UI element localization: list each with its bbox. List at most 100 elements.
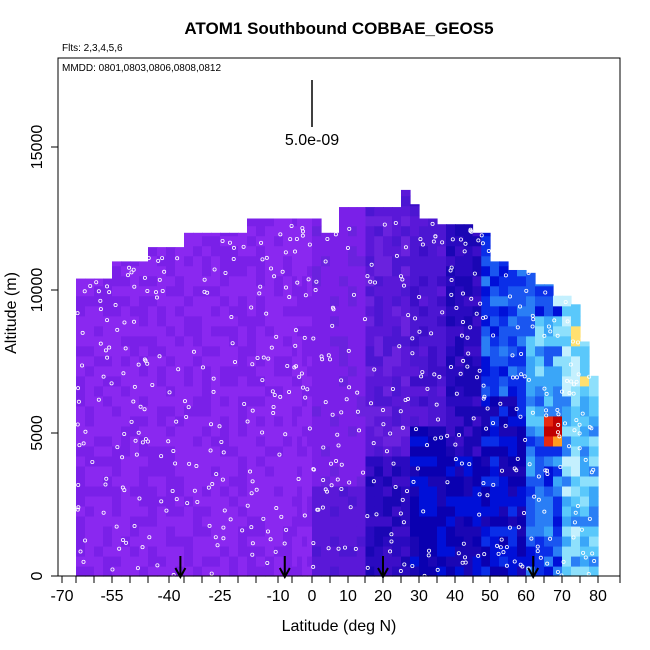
heatmap-cell [292, 285, 298, 297]
heatmap-cell [526, 315, 536, 327]
heatmap-cell [526, 515, 536, 527]
heatmap-cell [103, 395, 113, 407]
sample-point [107, 290, 112, 295]
heatmap-cell [283, 395, 293, 407]
sample-point [580, 336, 585, 341]
heatmap-cell [283, 405, 293, 417]
heatmap-cell [256, 225, 266, 237]
sample-point [430, 221, 435, 226]
sample-point [393, 220, 398, 225]
heatmap-cell [184, 475, 194, 487]
heatmap-cell [297, 265, 303, 277]
heatmap-cell [220, 375, 230, 387]
heatmap-cell [348, 375, 358, 387]
heatmap-cell [112, 315, 122, 327]
sample-point [523, 437, 528, 442]
heatmap-cell [526, 405, 536, 417]
heatmap-cell [562, 415, 572, 427]
heatmap-cell [410, 505, 420, 517]
heatmap-cell [184, 295, 194, 307]
heatmap-cell [348, 315, 358, 327]
heatmap-cell [103, 465, 113, 477]
heatmap-cell [481, 375, 491, 387]
heatmap-cell [247, 475, 257, 487]
heatmap-cell [130, 455, 140, 467]
heatmap-cell [274, 415, 284, 427]
heatmap-cell [103, 375, 113, 387]
heatmap-cell [348, 405, 358, 417]
heatmap-cell [526, 475, 536, 487]
heatmap-cell [562, 505, 572, 517]
heatmap-cell [121, 515, 131, 527]
heatmap-cell [184, 405, 194, 417]
sample-point [480, 241, 485, 246]
heatmap-cell [211, 525, 221, 537]
heatmap-cell [571, 485, 581, 497]
sample-point [80, 363, 85, 368]
heatmap-cell [410, 205, 420, 217]
sample-point [182, 399, 187, 404]
heatmap-cell [184, 485, 194, 497]
heatmap-cell [365, 525, 375, 537]
heatmap-cell [297, 505, 303, 517]
heatmap-cell [374, 315, 384, 327]
heatmap-cell [544, 455, 554, 467]
heatmap-cell [256, 485, 266, 497]
heatmap-cell [374, 207, 384, 217]
sample-point [583, 457, 588, 462]
heatmap-cell [356, 555, 367, 567]
heatmap-cell [348, 425, 358, 437]
heatmap-cell [544, 295, 554, 307]
heatmap-cell [157, 335, 167, 347]
heatmap-cell [265, 505, 275, 517]
heatmap-cell [112, 325, 122, 337]
heatmap-cell [356, 465, 367, 477]
heatmap-cell [401, 315, 411, 327]
sample-point [210, 482, 215, 487]
sample-point [389, 532, 394, 537]
sample-point [167, 390, 172, 395]
heatmap-cell [175, 275, 185, 287]
heatmap-cell [562, 435, 572, 447]
heatmap-cell [571, 325, 581, 337]
heatmap-cell [211, 495, 221, 507]
heatmap-cell [544, 415, 554, 427]
heatmap-cell [446, 335, 456, 347]
heatmap-cell [428, 405, 438, 417]
heatmap-cell [589, 435, 599, 447]
heatmap-cell [312, 475, 322, 487]
heatmap-cell [562, 365, 572, 377]
heatmap-cell [274, 545, 284, 557]
heatmap-cell [339, 235, 349, 247]
sample-point [260, 257, 265, 262]
heatmap-cell [392, 565, 402, 577]
heatmap-cell [297, 385, 303, 397]
heatmap-cell [553, 355, 563, 367]
heatmap-cell [544, 475, 554, 487]
heatmap-cell [490, 365, 500, 377]
heatmap-cell [535, 385, 545, 397]
heatmap-cell [410, 245, 420, 257]
heatmap-cell [121, 415, 131, 427]
heatmap-cell [220, 395, 230, 407]
sample-point [326, 353, 331, 358]
sample-point [157, 354, 162, 359]
heatmap-cell [463, 465, 474, 477]
heatmap-cell [130, 345, 140, 357]
sample-point [420, 370, 425, 375]
heatmap-cell [76, 525, 86, 537]
heatmap-cell [94, 465, 104, 477]
heatmap-cell [499, 455, 509, 467]
heatmap-cell [410, 545, 420, 557]
heatmap-cell [193, 565, 203, 577]
heatmap-cell [472, 555, 482, 567]
heatmap-cell [175, 535, 185, 547]
heatmap-cell [410, 355, 420, 367]
heatmap-cell [283, 235, 293, 247]
heatmap-cell [297, 225, 303, 237]
heatmap-cell [508, 295, 518, 307]
sample-point [406, 313, 411, 318]
heatmap-cell [220, 485, 230, 497]
heatmap-cell [256, 445, 266, 457]
sample-point [545, 468, 550, 473]
